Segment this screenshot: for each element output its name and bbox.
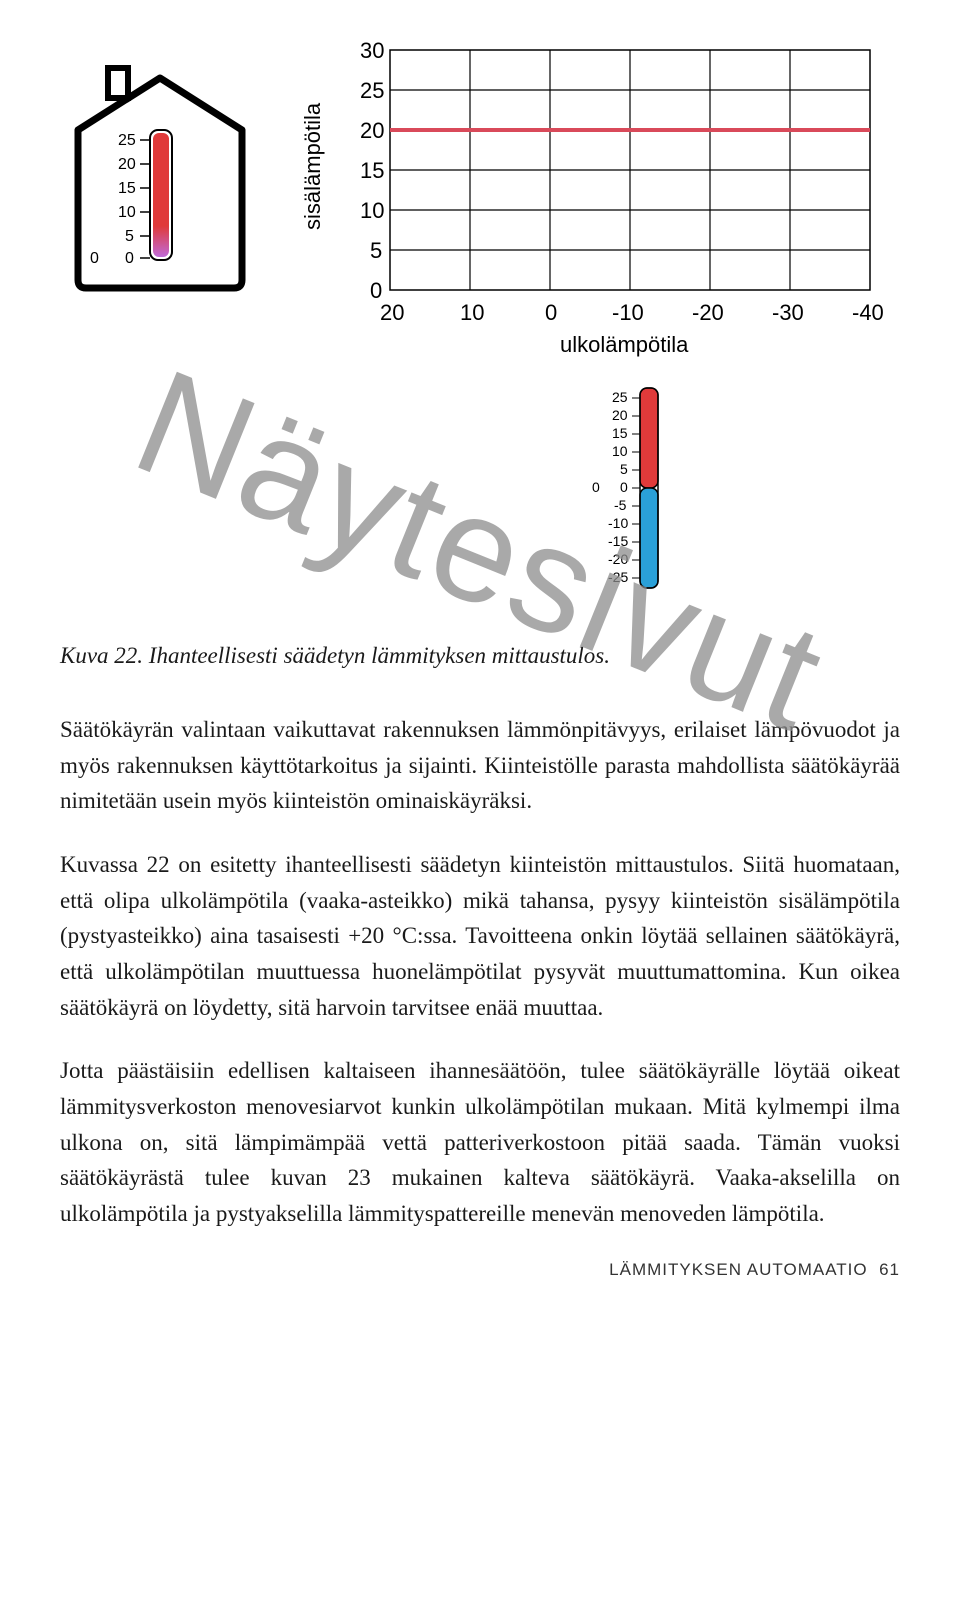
xtick-n20: -20 — [692, 300, 724, 325]
house-therm-tick-10: 10 — [118, 204, 136, 221]
temperature-chart: sisälämpötila — [290, 30, 900, 360]
footer-page-number: 61 — [879, 1260, 900, 1279]
paragraph-3: Jotta päästäisiin edellisen kaltaiseen i… — [60, 1053, 900, 1231]
paragraph-2: Kuvassa 22 on esitetty ihanteellisesti s… — [60, 847, 900, 1025]
house-therm-tick-0: 0 — [125, 250, 134, 267]
page-footer: LÄMMITYKSEN AUTOMAATIO 61 — [60, 1260, 900, 1280]
xtick-20: 20 — [380, 300, 404, 325]
ytick-20: 20 — [360, 118, 384, 143]
svg-text:25: 25 — [612, 389, 628, 405]
svg-text:-15: -15 — [608, 533, 628, 549]
chart-x-label: ulkolämpötila — [560, 332, 689, 357]
svg-text:-10: -10 — [608, 515, 628, 531]
ytick-30: 30 — [360, 38, 384, 63]
house-therm-tick-15: 15 — [118, 180, 136, 197]
house-therm-tick-5: 5 — [125, 228, 134, 245]
ytick-25: 25 — [360, 78, 384, 103]
svg-text:-25: -25 — [608, 569, 628, 585]
xtick-10: 10 — [460, 300, 484, 325]
svg-text:10: 10 — [612, 443, 628, 459]
ytick-15: 15 — [360, 158, 384, 183]
footer-section: LÄMMITYKSEN AUTOMAATIO — [609, 1260, 867, 1279]
svg-text:20: 20 — [612, 407, 628, 423]
chart-y-label: sisälämpötila — [300, 102, 325, 230]
house-therm-tick-20: 20 — [118, 156, 136, 173]
paragraph-1: Säätökäyrän valintaan vaikuttavat rakenn… — [60, 712, 900, 819]
svg-text:5: 5 — [620, 461, 628, 477]
page-content: Näytesivut — [60, 30, 900, 1280]
outdoor-zero-label: 0 — [592, 479, 600, 495]
outdoor-thermometer: 25 20 15 10 5 0 0 -5 -10 -15 -20 -25 — [60, 380, 900, 600]
xtick-n30: -30 — [772, 300, 804, 325]
svg-text:0: 0 — [620, 479, 628, 495]
xtick-0: 0 — [545, 300, 557, 325]
figure-caption: Kuva 22. Ihanteellisesti säädetyn lämmit… — [60, 640, 900, 672]
svg-text:-5: -5 — [614, 497, 627, 513]
house-outside-zero: 0 — [90, 250, 99, 267]
ytick-10: 10 — [360, 198, 384, 223]
svg-text:15: 15 — [612, 425, 628, 441]
ytick-5: 5 — [370, 238, 382, 263]
xtick-n10: -10 — [612, 300, 644, 325]
svg-text:-20: -20 — [608, 551, 628, 567]
house-therm-tick-25: 25 — [118, 132, 136, 149]
figure-22: 25 20 15 10 5 0 0 — [60, 30, 900, 600]
xtick-n40: -40 — [852, 300, 884, 325]
house-thermometer: 25 20 15 10 5 0 0 — [60, 30, 250, 300]
